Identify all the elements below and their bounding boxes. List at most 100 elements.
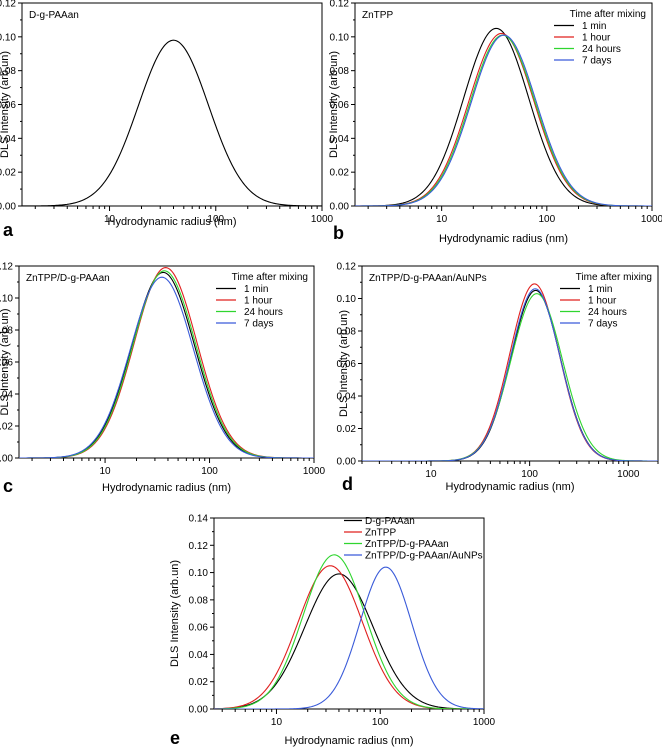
panel-letter: d bbox=[342, 474, 353, 494]
y-tick-label: 0.02 bbox=[337, 424, 357, 435]
y-tick-label: 0.08 bbox=[330, 66, 350, 77]
y-axis-label: DLS Intensity (arb.un) bbox=[169, 560, 181, 667]
legend-label: 1 hour bbox=[244, 296, 273, 307]
y-tick-label: 0.04 bbox=[189, 650, 209, 661]
y-tick-label: 0.00 bbox=[330, 202, 350, 213]
series-line-b-3 bbox=[355, 34, 652, 206]
legend-label: ZnTPP/D-g-PAAan/AuNPs bbox=[365, 551, 483, 562]
x-tick-label: 1000 bbox=[473, 717, 496, 728]
y-tick-label: 0.12 bbox=[0, 262, 13, 273]
y-tick-label: 0.02 bbox=[0, 168, 16, 179]
y-tick-label: 0.02 bbox=[0, 422, 13, 433]
x-axis-label: Hydrodynamic radius (nm) bbox=[439, 233, 568, 245]
y-tick-label: 0.08 bbox=[0, 66, 16, 77]
legend: D-g-PAAanZnTPPZnTPP/D-g-PAAanZnTPP/D-g-P… bbox=[344, 516, 483, 562]
legend-label: 1 hour bbox=[588, 296, 617, 307]
panel-title: ZnTPP/D-g-PAAan bbox=[26, 273, 110, 284]
legend-label: ZnTPP bbox=[365, 528, 396, 539]
y-axis-label: DLS Intensity (arb.un) bbox=[0, 309, 11, 416]
panel-letter: b bbox=[333, 223, 344, 243]
x-tick-label: 100 bbox=[201, 466, 218, 477]
x-tick-label: 10 bbox=[100, 466, 112, 477]
y-tick-label: 0.00 bbox=[189, 705, 209, 716]
axes-frame bbox=[21, 2, 323, 207]
y-tick-label: 0.08 bbox=[0, 326, 13, 337]
panel-c: 10 100 1000 0.00 0.02 0.04 0.06 0.08 0.10 0.12 Hyd… bbox=[0, 262, 326, 497]
series-line-c-3 bbox=[19, 276, 314, 458]
x-tick-label: 1000 bbox=[641, 214, 662, 225]
y-tick-label: 0.14 bbox=[189, 514, 209, 525]
series-line-e-2 bbox=[214, 554, 484, 709]
x-tick-label: 1000 bbox=[311, 214, 334, 225]
plot-area bbox=[355, 27, 652, 206]
y-axis-label: DLS Intensity (arb.un) bbox=[338, 310, 350, 417]
x-tick-label: 10 bbox=[436, 214, 448, 225]
x-tick-label: 1000 bbox=[303, 466, 326, 477]
y-tick-label: 0.12 bbox=[337, 262, 357, 273]
panel-b: 10 100 1000 0.00 0.02 0.04 0.06 0.08 0.10 0.12 Hyd… bbox=[328, 0, 662, 245]
y-tick-label: 0.04 bbox=[337, 392, 357, 403]
legend-title: Time after mixing bbox=[232, 272, 308, 283]
y-tick-label: 0.12 bbox=[0, 0, 16, 10]
panel-e: 10 100 1000 0.00 0.02 0.04 0.06 0.08 0.10 0.12 0.1… bbox=[169, 514, 496, 747]
y-tick-label: 0.04 bbox=[330, 134, 350, 145]
y-tick-label: 0.06 bbox=[337, 359, 357, 370]
x-tick-label: 100 bbox=[207, 214, 224, 225]
y-tick-label: 0.06 bbox=[189, 623, 209, 634]
x-axis-label: Hydrodynamic radius (nm) bbox=[285, 735, 414, 747]
legend-title: Time after mixing bbox=[570, 9, 646, 20]
y-tick-label: 0.06 bbox=[0, 100, 16, 111]
panel-letter: c bbox=[3, 476, 13, 496]
series-line-d-2 bbox=[362, 293, 658, 461]
y-tick-label: 0.12 bbox=[189, 541, 209, 552]
y-tick-label: 0.12 bbox=[330, 0, 350, 10]
x-tick-label: 100 bbox=[521, 469, 538, 480]
panel-letter: a bbox=[3, 220, 14, 240]
y-tick-label: 0.00 bbox=[0, 202, 16, 213]
series-line-a-0 bbox=[22, 39, 322, 206]
y-tick-label: 0.08 bbox=[189, 595, 209, 606]
series-line-e-3 bbox=[214, 566, 484, 709]
y-tick-label: 0.04 bbox=[0, 390, 13, 401]
legend-label: 1 min bbox=[582, 21, 606, 32]
x-tick-label: 10 bbox=[271, 717, 283, 728]
plot-area bbox=[362, 283, 658, 461]
legend-label: 1 min bbox=[244, 284, 268, 295]
x-tick-label: 10 bbox=[104, 214, 116, 225]
y-tick-label: 0.10 bbox=[330, 32, 350, 43]
legend-label: 24 hours bbox=[588, 307, 627, 318]
series-line-d-3 bbox=[362, 288, 658, 461]
legend-label: 24 hours bbox=[244, 307, 283, 318]
panel-d: 10 100 1000 0.00 0.02 0.04 0.06 0.08 0.10 0.12 Hyd… bbox=[337, 262, 659, 494]
y-tick-label: 0.06 bbox=[330, 100, 350, 111]
y-tick-label: 0.00 bbox=[337, 457, 357, 468]
x-tick-label: 100 bbox=[538, 214, 555, 225]
y-tick-label: 0.00 bbox=[0, 454, 13, 465]
y-tick-label: 0.02 bbox=[330, 168, 350, 179]
series-line-e-0 bbox=[214, 573, 484, 709]
legend-label: D-g-PAAan bbox=[365, 516, 415, 527]
y-tick-label: 0.08 bbox=[337, 327, 357, 338]
legend-label: 1 min bbox=[588, 284, 612, 295]
panel-a: 10 100 1000 0.00 0.02 0.04 0.06 0.08 0.10 0.12 Hyd… bbox=[0, 0, 334, 240]
y-tick-label: 0.10 bbox=[337, 294, 357, 305]
x-tick-label: 100 bbox=[372, 717, 389, 728]
panel-title: D-g-PAAan bbox=[29, 10, 79, 21]
y-tick-label: 0.10 bbox=[189, 568, 209, 579]
x-tick-label: 10 bbox=[425, 469, 437, 480]
x-axis-label: Hydrodynamic radius (nm) bbox=[108, 216, 237, 228]
plot-area bbox=[214, 554, 484, 709]
panel-title: ZnTPP bbox=[362, 10, 393, 21]
y-tick-label: 0.04 bbox=[0, 134, 16, 145]
plot-area bbox=[22, 39, 322, 206]
legend-label: ZnTPP/D-g-PAAan bbox=[365, 539, 449, 550]
y-axis-label: DLS Intensity (arb.un) bbox=[328, 51, 340, 158]
legend-label: 24 hours bbox=[582, 44, 621, 55]
y-tick-label: 0.06 bbox=[0, 358, 13, 369]
legend-label: 7 days bbox=[244, 319, 273, 330]
y-tick-label: 0.10 bbox=[0, 294, 13, 305]
panel-title: ZnTPP/D-g-PAAan/AuNPs bbox=[369, 273, 487, 284]
